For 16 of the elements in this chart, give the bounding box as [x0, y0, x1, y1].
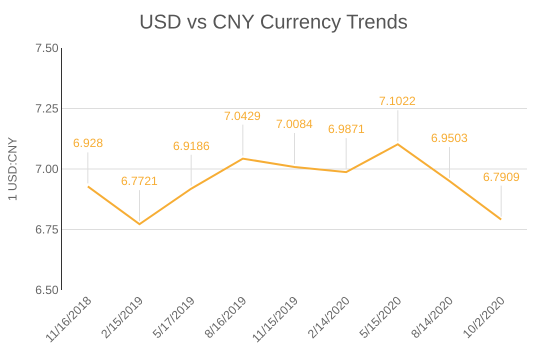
data-label: 7.1022	[379, 94, 416, 108]
data-label: 6.7909	[483, 170, 520, 184]
y-tick-label: 7.25	[35, 102, 59, 116]
y-tick-label: 7.50	[35, 41, 59, 56]
data-label: 6.9503	[431, 131, 468, 145]
chart-title: USD vs CNY Currency Trends	[139, 11, 408, 34]
data-label: 6.9186	[173, 139, 210, 153]
y-tick-label: 6.50	[35, 283, 59, 298]
data-label: 7.0084	[276, 117, 314, 131]
data-label: 6.9871	[328, 122, 366, 136]
y-tick-label: 7.00	[35, 162, 59, 176]
y-axis-title: 1 USD:CNY	[6, 136, 20, 202]
y-tick-label: 6.75	[35, 222, 59, 237]
data-label: 6.928	[73, 136, 104, 150]
data-label: 6.7721	[121, 174, 158, 188]
data-label: 7.0429	[224, 109, 262, 123]
